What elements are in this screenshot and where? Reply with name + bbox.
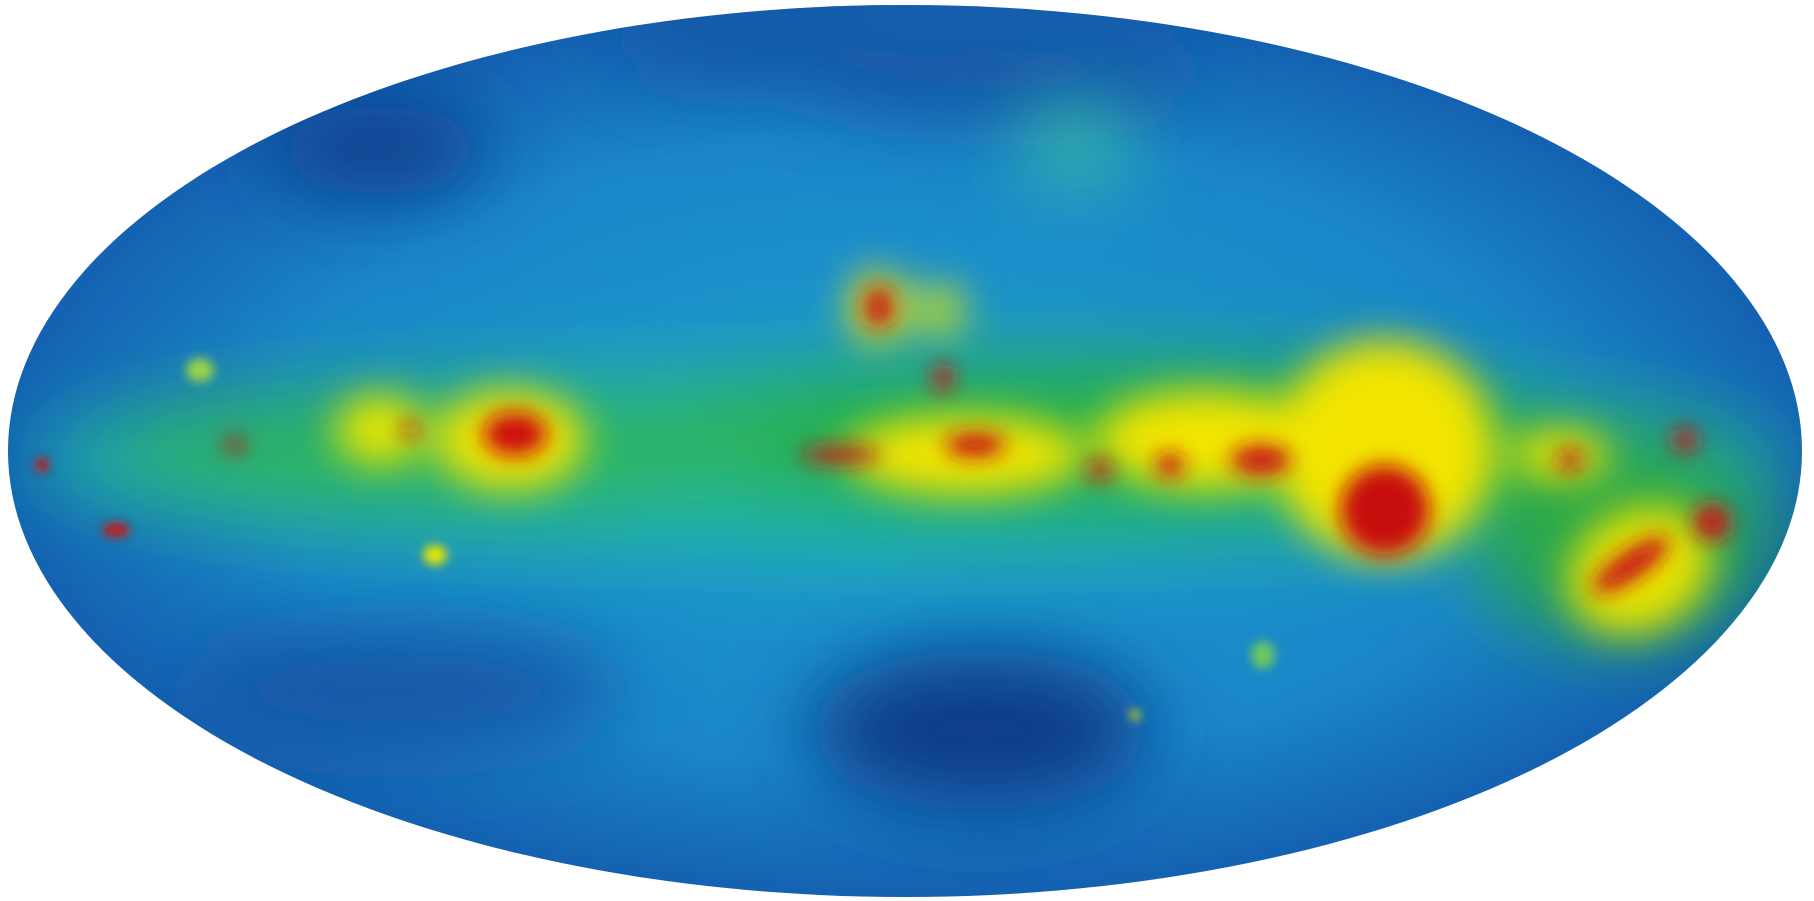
hot-spots	[225, 287, 1730, 594]
dark-regions	[180, 5, 1200, 810]
small-sources	[35, 358, 1275, 720]
